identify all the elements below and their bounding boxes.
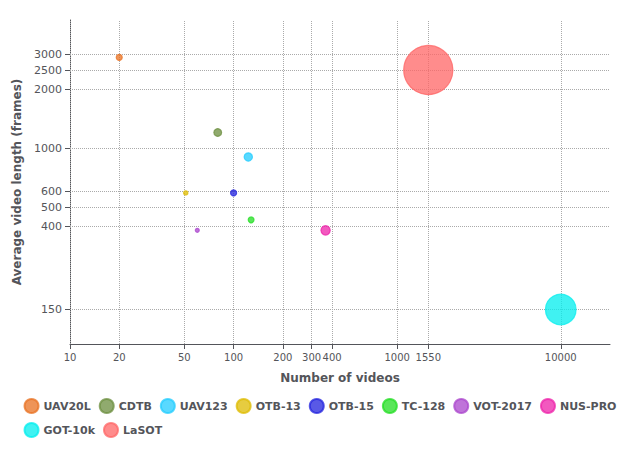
svg-text:500: 500 [41, 201, 62, 214]
svg-text:100: 100 [224, 352, 243, 363]
svg-text:1000: 1000 [34, 142, 62, 155]
svg-text:1550: 1550 [416, 352, 441, 363]
svg-text:UAV123: UAV123 [180, 400, 228, 413]
svg-text:400: 400 [41, 220, 62, 233]
svg-text:150: 150 [41, 303, 62, 316]
svg-text:CDTB: CDTB [119, 400, 152, 413]
svg-text:Average video length (frames): Average video length (frames) [10, 79, 24, 286]
svg-text:200: 200 [273, 352, 292, 363]
svg-text:300: 300 [302, 352, 321, 363]
svg-text:2500: 2500 [34, 64, 62, 77]
svg-text:Number of videos: Number of videos [280, 371, 400, 385]
svg-text:OTB-13: OTB-13 [256, 400, 301, 413]
svg-text:NUS-PRO: NUS-PRO [560, 400, 617, 413]
svg-text:VOT-2017: VOT-2017 [473, 400, 532, 413]
svg-text:1000: 1000 [384, 352, 409, 363]
svg-text:TC-128: TC-128 [402, 400, 445, 413]
svg-text:3000: 3000 [34, 48, 62, 61]
svg-text:LaSOT: LaSOT [123, 424, 163, 437]
svg-text:20: 20 [113, 352, 126, 363]
svg-text:10: 10 [64, 352, 77, 363]
svg-text:OTB-15: OTB-15 [329, 400, 374, 413]
svg-text:400: 400 [323, 352, 342, 363]
svg-text:50: 50 [178, 352, 191, 363]
svg-text:2000: 2000 [34, 83, 62, 96]
svg-text:UAV20L: UAV20L [44, 400, 91, 413]
svg-text:GOT-10k: GOT-10k [44, 424, 96, 437]
svg-text:10000: 10000 [545, 352, 577, 363]
svg-text:600: 600 [41, 185, 62, 198]
